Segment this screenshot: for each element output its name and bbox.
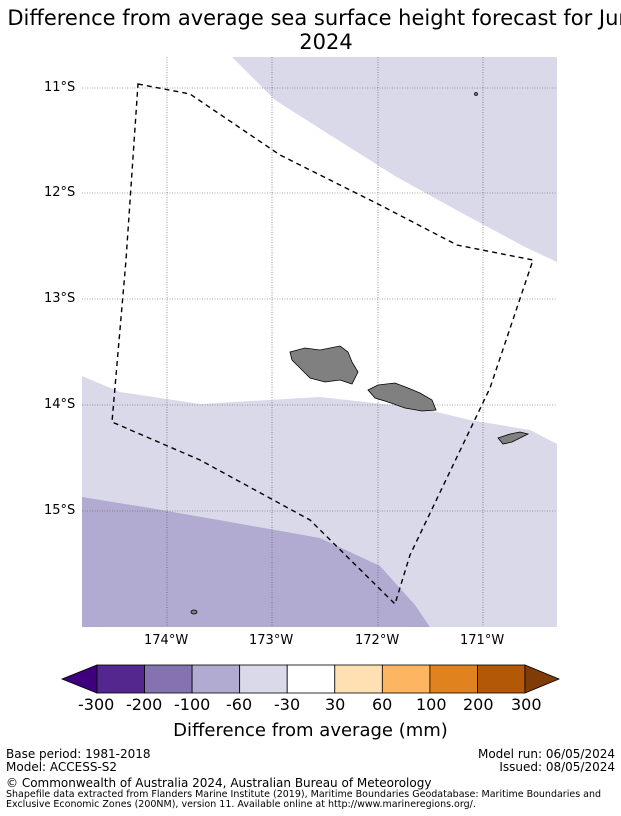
colorbar-bin (286, 664, 336, 694)
colorbar-tick: 100 (416, 695, 447, 714)
island-swains (474, 92, 478, 96)
island-savaii (289, 345, 359, 385)
shapefile-credit-2: Exclusive Economic Zones (200NM), versio… (6, 799, 476, 810)
colorbar-bin (191, 664, 241, 694)
colorbar-bin (96, 664, 145, 694)
lon-label-172w: 172°W (355, 633, 400, 648)
colorbar-tick: 200 (463, 695, 494, 714)
colorbar-tick: -30 (274, 695, 301, 714)
colorbar-tick: -200 (126, 695, 163, 714)
colorbar-bin (334, 664, 383, 694)
islands (190, 92, 530, 615)
lat-label-14s: 14°S (44, 397, 76, 412)
colorbar-tick: -60 (226, 695, 253, 714)
colorbar-label: Difference from average (mm) (173, 720, 448, 741)
colorbar-tick: 60 (372, 695, 393, 714)
eez-boundary (111, 83, 534, 606)
lon-label-173w: 173°W (249, 633, 294, 648)
lat-label-15s: 15°S (44, 503, 76, 518)
colorbar-bin (239, 664, 288, 694)
island-small-south (190, 609, 198, 615)
island-tutuila (497, 431, 530, 445)
lon-label-171w: 171°W (460, 633, 505, 648)
lat-label-13s: 13°S (44, 291, 76, 306)
lat-label-12s: 12°S (44, 185, 76, 200)
model-name: Model: ACCESS-S2 (6, 760, 118, 774)
colorbar-tick: 300 (511, 695, 542, 714)
base-period: Base period: 1981-2018 (6, 747, 151, 761)
lat-label-11s: 11°S (44, 80, 76, 95)
graticule (82, 57, 557, 627)
colorbar-bin (381, 664, 431, 694)
colorbar-extend-max (524, 664, 561, 694)
map-title: Difference from average sea surface heig… (7, 6, 621, 54)
colorbar-bin (477, 664, 526, 694)
colorbar-extend-min (60, 664, 98, 694)
colorbar-tick: -100 (174, 695, 211, 714)
shapefile-credit-1: Shapefile data extracted from Flanders M… (6, 789, 602, 800)
anomaly-region-minus60 (82, 497, 430, 627)
copyright: © Commonwealth of Australia 2024, Austra… (6, 776, 432, 790)
island-upolu (367, 382, 437, 412)
anomaly-region-minus30-top (232, 57, 557, 262)
colorbar (60, 664, 561, 694)
colorbar-bin (429, 664, 478, 694)
map-area (82, 57, 557, 627)
colorbar-tick: -300 (78, 695, 115, 714)
issued-date: Issued: 08/05/2024 (499, 760, 615, 774)
colorbar-bin (144, 664, 193, 694)
colorbar-tick: 30 (325, 695, 346, 714)
lon-label-174w: 174°W (144, 633, 189, 648)
model-run: Model run: 06/05/2024 (477, 747, 615, 761)
